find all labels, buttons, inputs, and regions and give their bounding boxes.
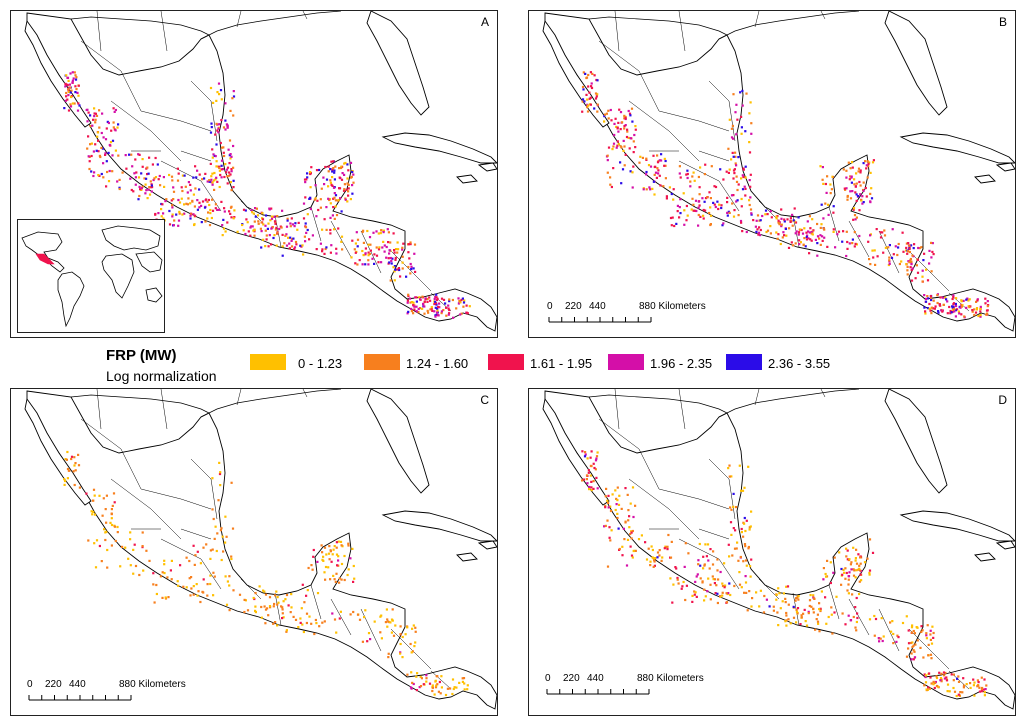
scale-bar-graphic: [28, 695, 132, 701]
legend-label-1: 0 - 1.23: [298, 356, 343, 371]
map-panel-d: D 0 220 440 880 Kilometers: [528, 388, 1016, 716]
legend-swatch-4: [608, 354, 644, 370]
panel-label-d: D: [998, 393, 1007, 407]
map-panel-c: C 0 220 440 880 Kilometers: [10, 388, 498, 716]
legend-title: FRP (MW): [106, 347, 177, 364]
scale-tick-880: 880 Kilometers: [637, 673, 704, 684]
scale-tick-0: 0: [545, 673, 551, 684]
scale-tick-440: 440: [587, 673, 604, 684]
map-a-svg: [24, 11, 497, 332]
legend-swatch-5: [726, 354, 762, 370]
fire-pixels: [581, 71, 990, 319]
panel-label-a: A: [480, 15, 489, 29]
legend-label-2: 1.24 - 1.60: [406, 356, 469, 371]
scale-tick-880: 880 Kilometers: [639, 301, 706, 312]
world-inset-svg: [21, 225, 163, 328]
fire-pixels: [63, 450, 469, 697]
scale-tick-0: 0: [547, 301, 553, 312]
panel-label-b: B: [998, 15, 1007, 29]
scale-tick-220: 220: [45, 679, 62, 690]
scale-tick-440: 440: [589, 301, 606, 312]
scale-bar-graphic: [546, 689, 650, 695]
map-c-svg: [24, 389, 497, 710]
map-b-svg: [542, 11, 1015, 332]
scale-tick-220: 220: [563, 673, 580, 684]
scale-tick-220: 220: [565, 301, 582, 312]
scale-bar: 0 220 440 880 Kilometers: [545, 673, 725, 699]
scale-tick-440: 440: [69, 679, 86, 690]
scale-bar: 0 220 440 880 Kilometers: [547, 301, 727, 327]
map-d-svg: [542, 389, 1015, 710]
legend: FRP (MW) Log normalization 0 - 1.23 1.24…: [0, 344, 1024, 384]
fire-pixels: [581, 450, 988, 698]
legend-label-5: 2.36 - 3.55: [768, 356, 831, 371]
study-area-highlight: [35, 253, 55, 265]
legend-label-3: 1.61 - 1.95: [530, 356, 593, 371]
fire-pixels: [63, 71, 471, 319]
scale-tick-880: 880 Kilometers: [119, 679, 186, 690]
map-panel-a: A: [10, 10, 498, 338]
scale-bar-graphic: [548, 317, 652, 323]
legend-subtitle: Log normalization: [106, 368, 217, 384]
legend-swatch-1: [250, 354, 286, 370]
scale-bar: 0 220 440 880 Kilometers: [27, 679, 207, 705]
map-panel-b: B 0 220 440 880 Kilometers: [528, 10, 1016, 338]
legend-swatch-3: [488, 354, 524, 370]
legend-swatch-2: [364, 354, 400, 370]
world-locator-inset: [17, 219, 165, 333]
scale-tick-0: 0: [27, 679, 33, 690]
panel-label-c: C: [480, 393, 489, 407]
legend-label-4: 1.96 - 2.35: [650, 356, 713, 371]
